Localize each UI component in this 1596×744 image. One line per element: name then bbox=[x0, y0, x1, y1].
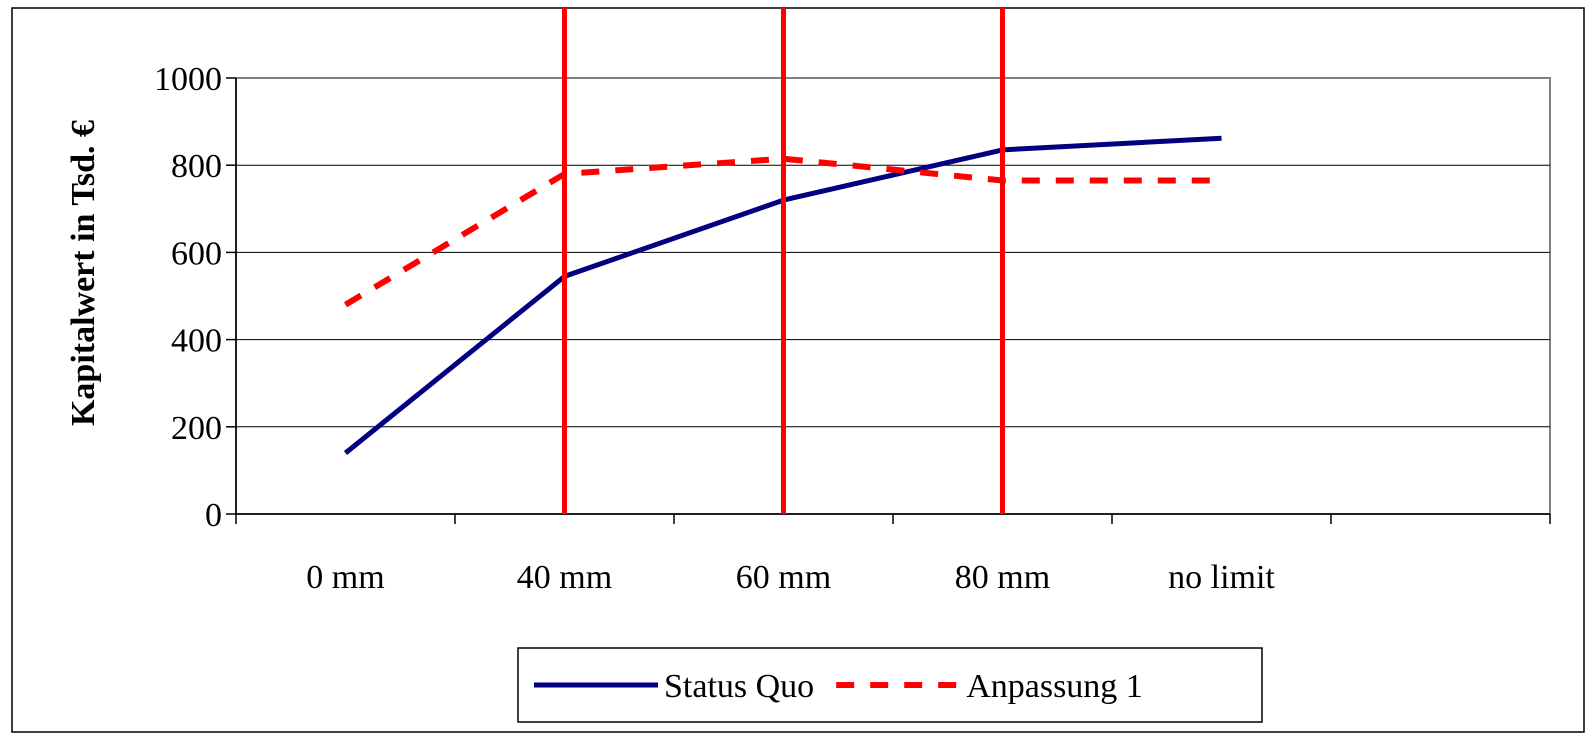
y-tick-label-1000: 1000 bbox=[154, 61, 222, 98]
legend-label-1: Anpassung 1 bbox=[966, 668, 1143, 705]
x-tick-label-2: 60 mm bbox=[736, 559, 831, 596]
legend: Status Quo Anpassung 1 bbox=[518, 648, 1262, 722]
plot-area: 0 200 400 600 800 1000 0 mm 40 mm 60 mm 80 mm no l… bbox=[154, 8, 1550, 596]
x-tick-label-3: 80 mm bbox=[955, 559, 1050, 596]
y-tick-label-0: 0 bbox=[205, 497, 222, 534]
legend-label-0: Status Quo bbox=[664, 668, 814, 705]
y-tick-label-800: 800 bbox=[171, 148, 222, 185]
x-tick-label-1: 40 mm bbox=[517, 559, 612, 596]
y-axis-label: Kapitalwert in Tsd. € bbox=[65, 120, 102, 426]
x-tick-label-0: 0 mm bbox=[306, 559, 384, 596]
y-tick-label-600: 600 bbox=[171, 235, 222, 272]
y-tick-label-400: 400 bbox=[171, 323, 222, 360]
plot-background bbox=[236, 78, 1550, 514]
y-tick-label-200: 200 bbox=[171, 410, 222, 447]
x-tick-label-4: no limit bbox=[1168, 559, 1275, 596]
